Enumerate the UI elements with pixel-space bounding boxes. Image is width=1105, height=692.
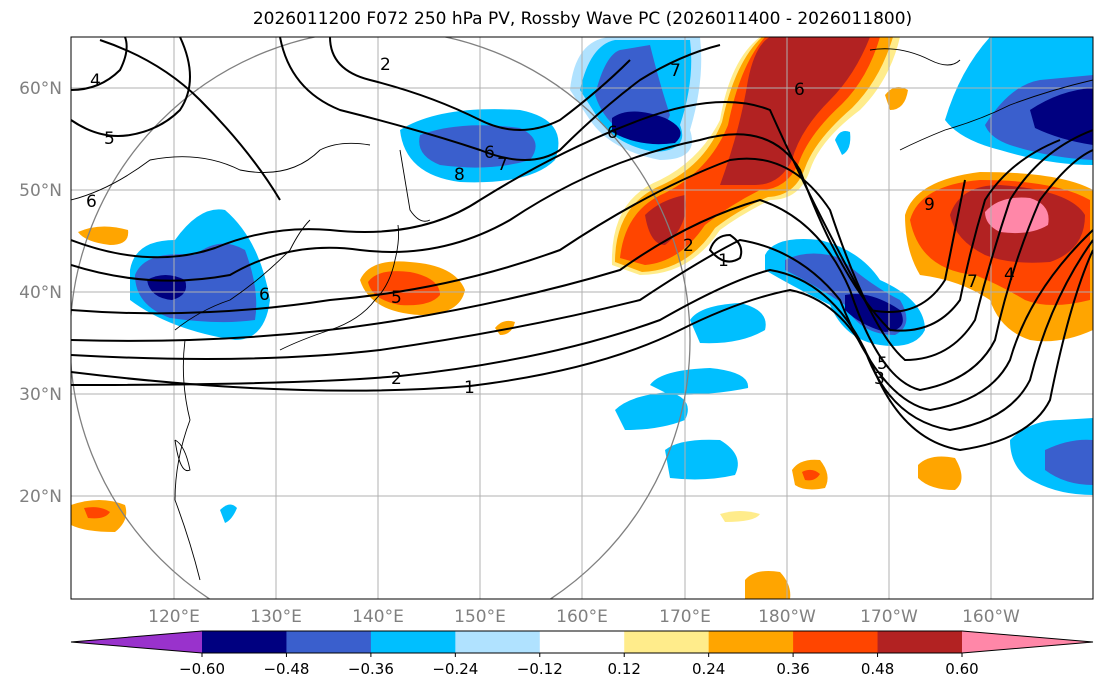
contour-label: 6 xyxy=(794,80,805,100)
lat-label: 60°N xyxy=(19,79,62,99)
lat-label: 20°N xyxy=(19,487,62,507)
lon-label: 150°E xyxy=(454,607,506,627)
colorbar-segment xyxy=(624,631,710,653)
map-title: 2026011200 F072 250 hPa PV, Rossby Wave … xyxy=(252,9,913,29)
colorbar-segment xyxy=(202,631,287,653)
lon-label: 160°W xyxy=(962,607,1020,627)
contour-label: 6 xyxy=(484,143,495,163)
colorbar-tick-label: −0.60 xyxy=(179,660,225,678)
colorbar-segment xyxy=(539,631,625,653)
colorbar-tick-label: −0.12 xyxy=(517,660,563,678)
colorbar-segment xyxy=(370,631,456,653)
colorbar-tick-label: 0.12 xyxy=(608,660,641,678)
lon-label: 160°E xyxy=(556,607,608,627)
contour-label: 9 xyxy=(924,195,935,215)
map-area: 4 2 5 6 7 8 6 5 2 1 6 2 1 7 9 7 4 5 3 6 … xyxy=(71,37,1093,599)
contour-label: 2 xyxy=(380,55,391,75)
lat-label: 40°N xyxy=(19,283,62,303)
colorbar: −0.60 −0.48 −0.36 −0.24 −0.12 0.12 0.24 0.36 0.4… xyxy=(70,630,1094,678)
colorbar-segment xyxy=(708,631,794,653)
contour-label: 4 xyxy=(1004,265,1015,285)
colorbar-extend-low xyxy=(71,631,202,653)
lon-label: 140°E xyxy=(352,607,404,627)
contour-label: 2 xyxy=(683,236,694,256)
colorbar-tick-label: −0.24 xyxy=(432,660,478,678)
contour-label: 4 xyxy=(90,71,101,91)
colorbar-segment xyxy=(793,631,879,653)
contour-label: 1 xyxy=(464,378,475,398)
colorbar-tick-label: 0.48 xyxy=(861,660,894,678)
colorbar-segment xyxy=(455,631,541,653)
lon-label: 130°E xyxy=(250,607,302,627)
contour-labels: 4 2 5 6 7 8 6 5 2 1 6 2 1 7 9 7 4 5 3 6 … xyxy=(86,55,1015,398)
contour-label: 5 xyxy=(877,354,888,374)
contour-label: 7 xyxy=(497,155,508,175)
map-frame xyxy=(70,36,1094,600)
lat-label: 50°N xyxy=(19,181,62,201)
lon-labels: 120°E 130°E 140°E 150°E 160°E 170°E 180°… xyxy=(148,607,1020,627)
contour-label: 6 xyxy=(607,123,618,143)
contour-label: 7 xyxy=(967,272,978,292)
pv-contours xyxy=(71,37,1093,452)
lon-label: 180°W xyxy=(758,607,816,627)
colorbar-segment xyxy=(877,631,963,653)
colorbar-tick-label: −0.48 xyxy=(263,660,309,678)
colorbar-tick-label: 0.60 xyxy=(945,660,978,678)
lat-labels: 60°N 50°N 40°N 30°N 20°N xyxy=(19,79,62,507)
contour-label: 6 xyxy=(259,285,270,305)
colorbar-tick-label: −0.36 xyxy=(348,660,394,678)
colorbar-tick-label: 0.36 xyxy=(776,660,809,678)
colorbar-extend-high xyxy=(962,631,1093,653)
lon-label: 170°E xyxy=(659,607,711,627)
contour-label: 6 xyxy=(86,192,97,212)
contour-label: 3 xyxy=(874,369,885,389)
lon-label: 120°E xyxy=(148,607,200,627)
contour-label: 7 xyxy=(670,61,681,81)
contour-label: 2 xyxy=(391,369,402,389)
colorbar-segment xyxy=(286,631,372,653)
reference-circle xyxy=(71,37,691,599)
lat-label: 30°N xyxy=(19,385,62,405)
contour-label: 8 xyxy=(454,165,465,185)
contour-label: 5 xyxy=(391,288,402,308)
colorbar-tick-label: 0.24 xyxy=(692,660,725,678)
contour-label: 5 xyxy=(104,129,115,149)
lon-label: 170°W xyxy=(860,607,918,627)
contour-label: 1 xyxy=(718,251,729,271)
